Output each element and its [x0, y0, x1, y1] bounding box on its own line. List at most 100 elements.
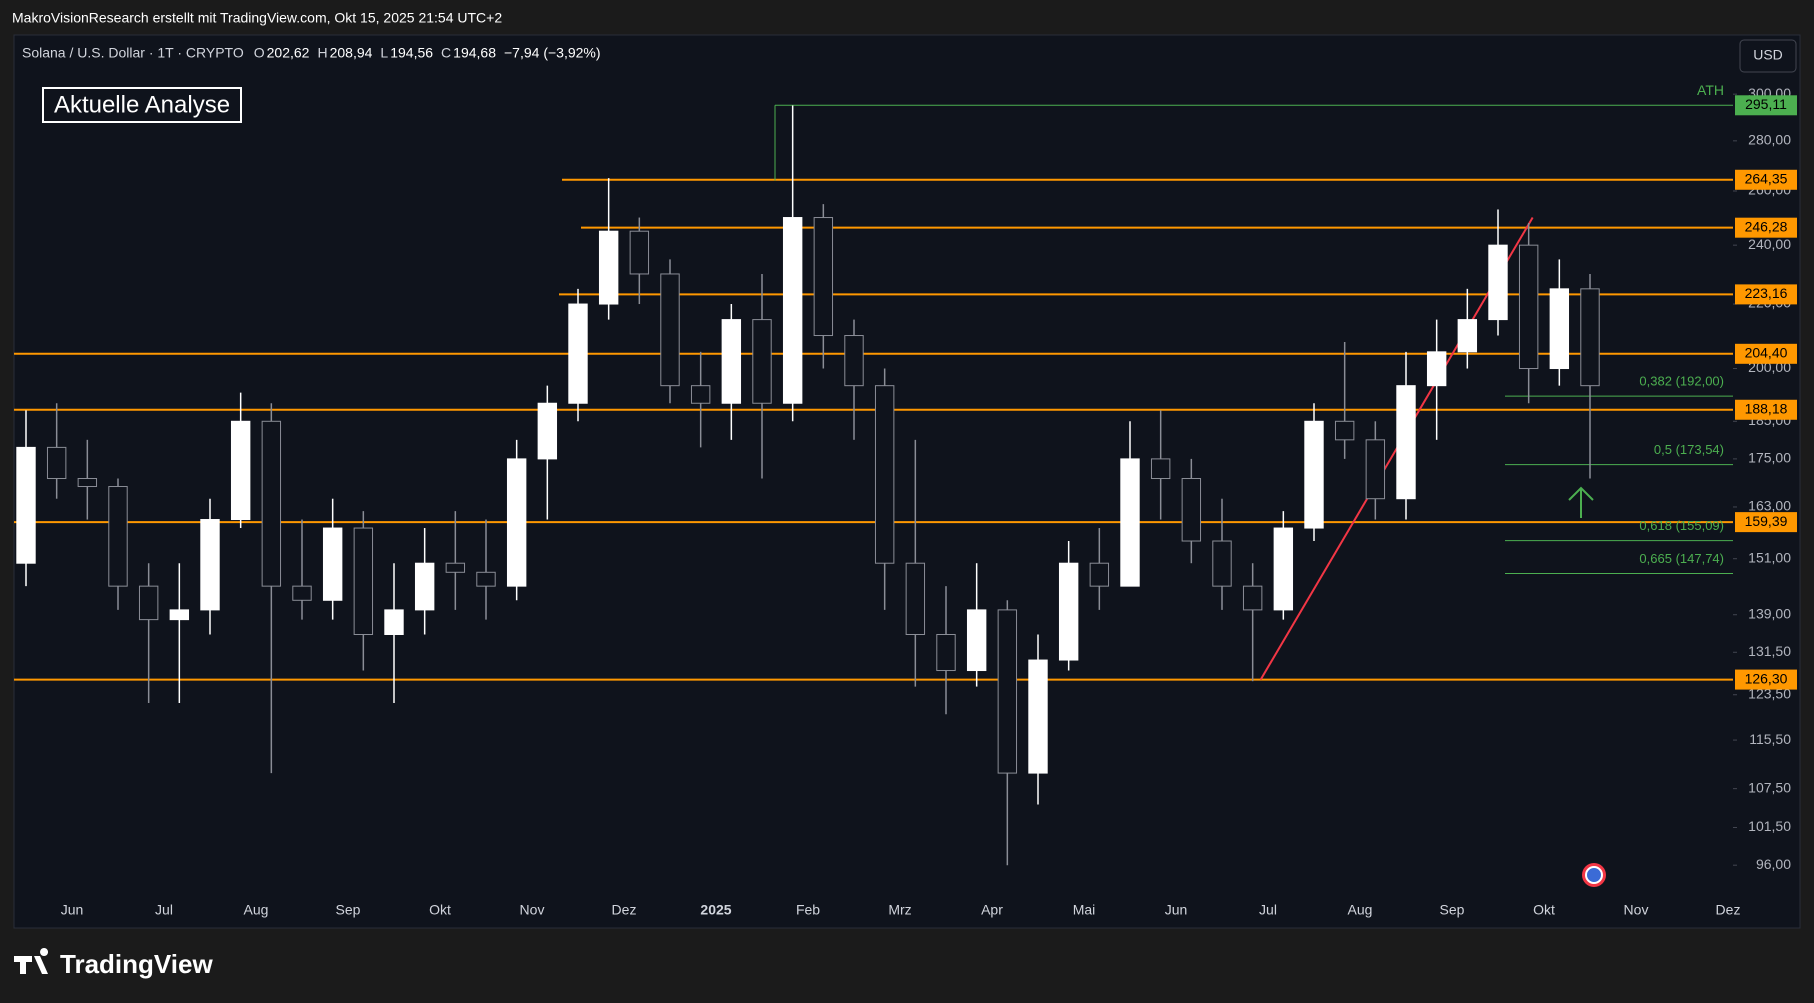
x-tick-label: 2025 — [700, 902, 731, 918]
fib-label: 0,5 (173,54) — [1654, 442, 1724, 457]
candle-body — [660, 273, 680, 387]
annotation-box — [42, 87, 242, 123]
flag-icon-inner — [1585, 866, 1603, 884]
level-label-box — [1735, 399, 1797, 420]
candle-body — [1028, 659, 1048, 774]
level-label: 246,28 — [1745, 218, 1788, 234]
candle-body — [476, 571, 496, 587]
annotation: Aktuelle Analyse — [54, 91, 230, 118]
candle-body — [844, 335, 864, 387]
candle-body — [782, 217, 803, 404]
candle-body — [905, 562, 926, 636]
candle-body — [966, 609, 987, 672]
candle-body — [1488, 244, 1508, 321]
candle-body — [997, 609, 1018, 774]
candle-body — [1518, 244, 1539, 370]
y-tick-label: 101,50 — [1748, 818, 1791, 834]
level-label: 188,18 — [1745, 400, 1788, 416]
candle-body — [1242, 585, 1263, 611]
brand: TradingView — [60, 949, 213, 979]
candle-body — [598, 230, 619, 305]
x-tick-label: Jun — [1165, 902, 1188, 918]
ohlc-key: O — [254, 45, 265, 61]
ohlc-key: C — [441, 45, 451, 61]
candle-body — [629, 230, 650, 275]
y-tick-label: 175,00 — [1748, 450, 1791, 466]
candle-body — [936, 634, 956, 672]
candle-body — [690, 385, 711, 404]
level-label: 126,30 — [1745, 670, 1788, 686]
level-label-box — [1735, 512, 1797, 533]
candle-body — [169, 609, 190, 621]
candle-body — [1580, 288, 1600, 387]
x-tick-label: Apr — [981, 902, 1003, 918]
y-tick-label: 131,50 — [1748, 643, 1791, 659]
y-tick-label: 240,00 — [1748, 236, 1791, 252]
axis: 300,00280,00260,00240,00220,00200,00185,… — [61, 85, 1797, 918]
level-label: 159,39 — [1745, 513, 1788, 529]
candle-body — [1304, 420, 1324, 529]
logo — [14, 948, 49, 974]
x-tick-label: Jul — [1259, 902, 1277, 918]
y-tick-label: 139,00 — [1748, 605, 1791, 621]
y-tick-label: 280,00 — [1748, 132, 1791, 148]
level-label-box — [1735, 217, 1797, 238]
candle-body — [1120, 458, 1140, 587]
x-tick-label: Nov — [1624, 902, 1649, 918]
fib-label: 0,665 (147,74) — [1639, 551, 1724, 566]
candle-body — [353, 527, 374, 636]
candle-body — [77, 478, 98, 488]
x-tick-label: Aug — [244, 902, 269, 918]
ath-value-box — [1735, 95, 1797, 116]
level-label: 204,40 — [1745, 345, 1788, 361]
ohlc-value: 194,56 — [390, 45, 433, 61]
y-tick-label: 163,00 — [1748, 498, 1791, 514]
candle-body — [874, 385, 895, 564]
level-label: 264,35 — [1745, 170, 1788, 186]
candle-body — [261, 420, 282, 587]
candle-body — [16, 446, 36, 564]
candle-body — [1089, 562, 1110, 587]
x-tick-label: Mrz — [888, 902, 911, 918]
plot-panel — [13, 34, 1801, 929]
ohlc-value: 202,62 — [267, 45, 310, 61]
fib-label: 0,618 (155,09) — [1639, 518, 1724, 533]
level-label: 223,16 — [1745, 285, 1788, 301]
y-tick-label: 107,50 — [1748, 779, 1791, 795]
candle-body — [1334, 420, 1355, 441]
level-label-box — [1735, 669, 1797, 690]
ohlc-value: 194,68 — [453, 45, 496, 61]
candle-body — [752, 319, 772, 404]
x-tick-label: Okt — [1533, 902, 1555, 918]
lines: ATH 0,382 (192,00) 0,5 (173,54) 0,618 (155,… — [14, 82, 1733, 681]
candle-body — [1212, 540, 1232, 587]
currency-box[interactable] — [1739, 39, 1797, 73]
candle-body — [568, 303, 588, 404]
change: −7,94 (−3,92%) — [504, 45, 601, 61]
y-tick-label: 151,00 — [1748, 549, 1791, 565]
ohlc-value: 208,94 — [330, 45, 373, 61]
candle-body — [445, 562, 466, 573]
candle-body — [1273, 527, 1294, 611]
candle-body — [1549, 288, 1570, 370]
candle-body — [721, 319, 742, 404]
x-tick-label: Dez — [612, 902, 637, 918]
candles — [16, 105, 1600, 866]
candle-body — [537, 402, 558, 460]
candle-body — [1365, 439, 1386, 500]
credit: MakroVisionResearch erstellt mit Trading… — [12, 10, 502, 26]
level-label-box — [1735, 284, 1797, 305]
candle-body — [138, 585, 159, 621]
ath-label: ATH — [1697, 82, 1724, 98]
candle-body — [813, 217, 834, 337]
y-tick-label: 115,50 — [1749, 731, 1791, 747]
ath-value: 295,11 — [1745, 96, 1787, 112]
level-label-box — [1735, 169, 1797, 190]
legend: Solana / U.S. Dollar · 1T · CRYPTO O 202,6… — [22, 45, 601, 61]
candle-body — [46, 446, 67, 480]
x-tick-label: Dez — [1716, 902, 1741, 918]
candle-body — [1058, 562, 1079, 661]
currency[interactable]: USD — [1753, 47, 1783, 63]
